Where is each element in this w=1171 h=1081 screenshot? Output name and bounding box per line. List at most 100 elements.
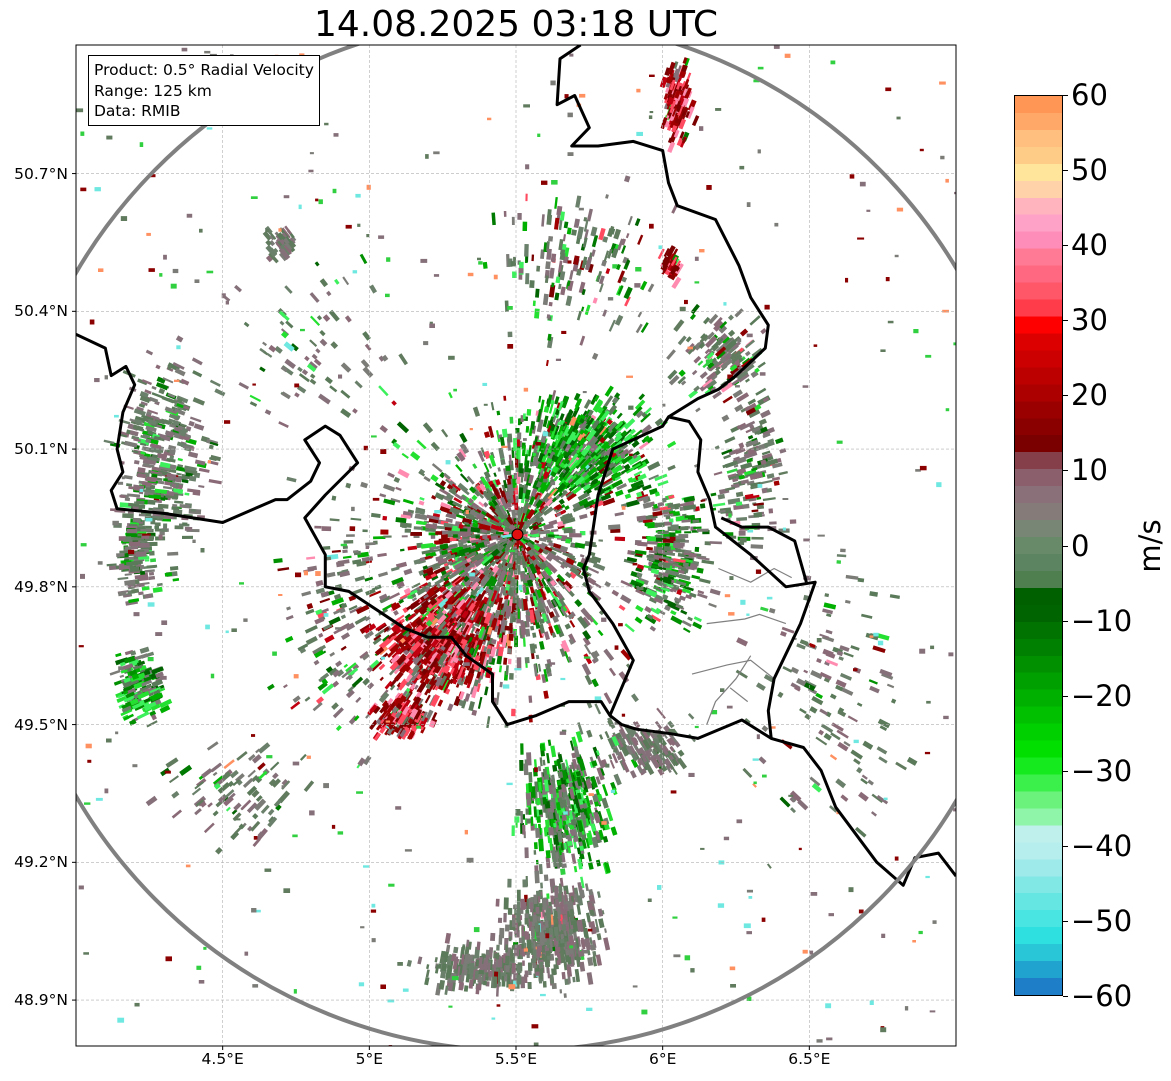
echo-gate: [696, 528, 709, 532]
echo-gate: [699, 503, 706, 509]
echo-gate: [726, 468, 738, 474]
echo-gate: [485, 560, 495, 571]
echo-gate: [493, 976, 498, 988]
echo-gate: [738, 530, 746, 536]
echo-gate: [536, 419, 544, 433]
echo-gate: [370, 512, 381, 518]
echo-gate: [524, 657, 530, 664]
echo-gate: [534, 619, 541, 629]
echo-gate: [769, 521, 777, 525]
echo-gate: [491, 479, 499, 489]
echo-gate: [444, 527, 452, 531]
echo-gate: [483, 431, 491, 438]
echo-gate: [472, 522, 479, 528]
echo-gate: [750, 544, 764, 549]
echo-gate: [673, 544, 684, 549]
echo-gate: [663, 521, 670, 525]
echo-gate: [474, 948, 480, 957]
echo-gate: [380, 529, 389, 535]
echo-gate: [696, 567, 704, 574]
echo-gate: [525, 425, 530, 433]
echo-gate: [495, 898, 500, 907]
echo-gate: [550, 529, 559, 533]
echo-gate: [495, 644, 500, 657]
echo-gate: [522, 413, 526, 420]
echo-gate: [534, 922, 539, 932]
echo-gate: [675, 535, 684, 540]
echo-gate: [478, 969, 484, 975]
echo-gate: [516, 965, 522, 974]
echo-gate: [687, 616, 693, 622]
echo-gate: [458, 542, 464, 548]
echo-gate: [751, 536, 764, 540]
echo-gate: [637, 541, 648, 547]
echo-gate: [543, 874, 549, 882]
echo-gate: [525, 545, 532, 553]
echo-gate: [516, 657, 522, 670]
echo-gate: [483, 980, 487, 986]
echo-gate: [434, 482, 446, 491]
echo-gate: [452, 500, 463, 509]
echo-gate: [547, 739, 552, 746]
echo-gate: [508, 622, 513, 631]
echo-gate: [401, 535, 408, 538]
echo-gate: [746, 457, 753, 463]
echo-gate: [404, 528, 412, 533]
echo-gate: [501, 428, 508, 438]
echo-gate: [561, 639, 571, 653]
echo-gate: [490, 932, 496, 942]
echo-gate: [700, 499, 706, 503]
echo-gate: [460, 494, 468, 502]
echo-gate: [550, 579, 557, 587]
echo-gate: [526, 951, 530, 959]
echo-gate: [559, 413, 565, 421]
echo-gate: [511, 917, 516, 927]
echo-gate: [694, 546, 700, 552]
echo-gate: [708, 602, 717, 608]
echo-gate: [471, 494, 478, 501]
echo-gate: [569, 533, 582, 538]
echo-gate: [482, 534, 488, 539]
echo-gate: [482, 501, 489, 508]
echo-gate: [430, 711, 438, 723]
echo-gate: [542, 759, 546, 766]
echo-gate: [562, 909, 568, 915]
echo-gate: [440, 570, 453, 580]
echo-gate: [401, 452, 409, 459]
echo-gate: [593, 582, 602, 589]
echo-gate: [536, 522, 546, 529]
echo-gate: [525, 628, 531, 637]
echo-gate: [424, 694, 431, 704]
echo-gate: [390, 566, 400, 572]
echo-gate: [538, 838, 544, 852]
echo-gate: [535, 827, 541, 838]
echo-gate: [490, 401, 495, 411]
echo-gate: [534, 588, 540, 600]
echo-gate: [555, 512, 562, 517]
echo-gate: [528, 782, 533, 793]
echo-gate: [496, 944, 500, 951]
echo-gate: [724, 436, 736, 444]
echo-gate: [522, 879, 528, 888]
echo-gate: [519, 759, 524, 771]
echo-gate: [546, 941, 550, 949]
echo-gate: [514, 816, 520, 823]
echo-gate: [635, 604, 644, 613]
echo-gate: [565, 538, 571, 544]
echo-gate: [503, 912, 507, 923]
echo-gate: [591, 678, 599, 688]
echo-gate: [486, 716, 491, 729]
echo-gate: [512, 616, 517, 623]
echo-gate: [549, 878, 556, 887]
echo-gate: [536, 516, 545, 525]
echo-gate: [446, 560, 453, 566]
echo-gate: [528, 428, 533, 437]
echo-gate: [509, 416, 514, 424]
echo-gate: [424, 976, 430, 986]
echo-gate: [542, 980, 547, 988]
echo-gate: [533, 894, 538, 905]
echo-gate: [507, 907, 513, 915]
echo-gate: [681, 620, 692, 628]
echo-gate: [652, 510, 663, 517]
echo-gate: [513, 472, 518, 480]
